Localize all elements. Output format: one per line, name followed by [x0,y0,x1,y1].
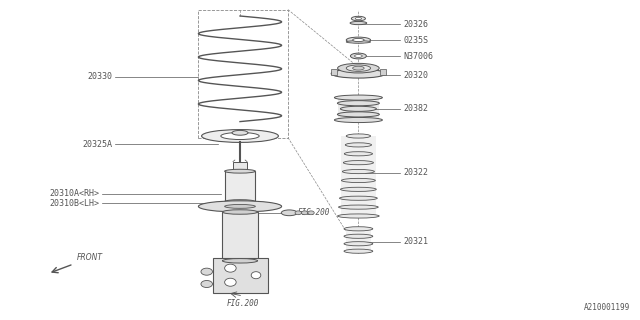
Text: FRONT: FRONT [77,253,103,262]
Ellipse shape [344,242,372,246]
Ellipse shape [355,18,362,20]
Ellipse shape [282,210,298,216]
Text: 0235S: 0235S [403,36,428,44]
Ellipse shape [346,37,371,43]
Text: N37006: N37006 [403,52,433,60]
Ellipse shape [344,161,374,165]
Ellipse shape [335,95,383,100]
Ellipse shape [295,211,301,215]
Ellipse shape [346,143,372,147]
Bar [198,10,288,138]
Ellipse shape [221,132,259,140]
Bar [213,258,268,293]
Ellipse shape [340,106,376,111]
Ellipse shape [308,211,314,215]
Text: 20325A: 20325A [82,140,112,148]
Bar [225,171,255,202]
Ellipse shape [225,278,236,286]
Text: 20310A<RH>: 20310A<RH> [49,189,99,198]
Bar [223,212,257,261]
Ellipse shape [339,196,378,200]
Text: FIG.200: FIG.200 [298,208,330,217]
Ellipse shape [344,152,372,156]
Ellipse shape [202,130,278,142]
Text: 20330: 20330 [87,72,112,81]
Ellipse shape [201,280,212,287]
Bar [331,69,337,75]
Bar [338,98,379,120]
Text: 20326: 20326 [403,20,428,28]
Ellipse shape [353,38,364,42]
Text: FIG.200: FIG.200 [227,299,259,308]
Ellipse shape [342,178,375,182]
Ellipse shape [223,210,258,214]
Text: 20321: 20321 [403,237,428,246]
Text: 20320: 20320 [403,71,428,80]
Ellipse shape [335,117,383,123]
Bar [380,69,386,75]
Ellipse shape [355,55,362,58]
Ellipse shape [225,204,255,208]
Bar [233,162,247,171]
Ellipse shape [338,63,380,73]
Ellipse shape [342,170,374,174]
Ellipse shape [338,214,380,218]
Ellipse shape [232,131,248,135]
Ellipse shape [353,66,364,70]
Text: 20382: 20382 [403,104,428,113]
Ellipse shape [346,134,371,138]
Ellipse shape [340,187,376,191]
Ellipse shape [351,16,365,21]
Ellipse shape [225,264,236,272]
Ellipse shape [225,200,255,204]
Ellipse shape [344,227,372,231]
Ellipse shape [223,259,258,263]
Ellipse shape [346,41,371,43]
Ellipse shape [344,234,372,238]
Ellipse shape [337,112,380,117]
Ellipse shape [332,69,385,78]
Text: A210001199: A210001199 [584,303,630,312]
Ellipse shape [337,101,380,106]
Text: 20322: 20322 [403,168,428,177]
Bar [341,136,376,216]
Text: 20310B<LH>: 20310B<LH> [49,199,99,208]
Ellipse shape [344,249,372,253]
Ellipse shape [351,53,367,59]
Bar [346,229,371,251]
Ellipse shape [201,268,212,275]
Ellipse shape [301,211,308,215]
Ellipse shape [198,201,282,212]
Ellipse shape [251,272,261,279]
Ellipse shape [346,65,371,71]
Ellipse shape [225,169,255,173]
Ellipse shape [339,205,378,209]
Ellipse shape [350,21,367,25]
